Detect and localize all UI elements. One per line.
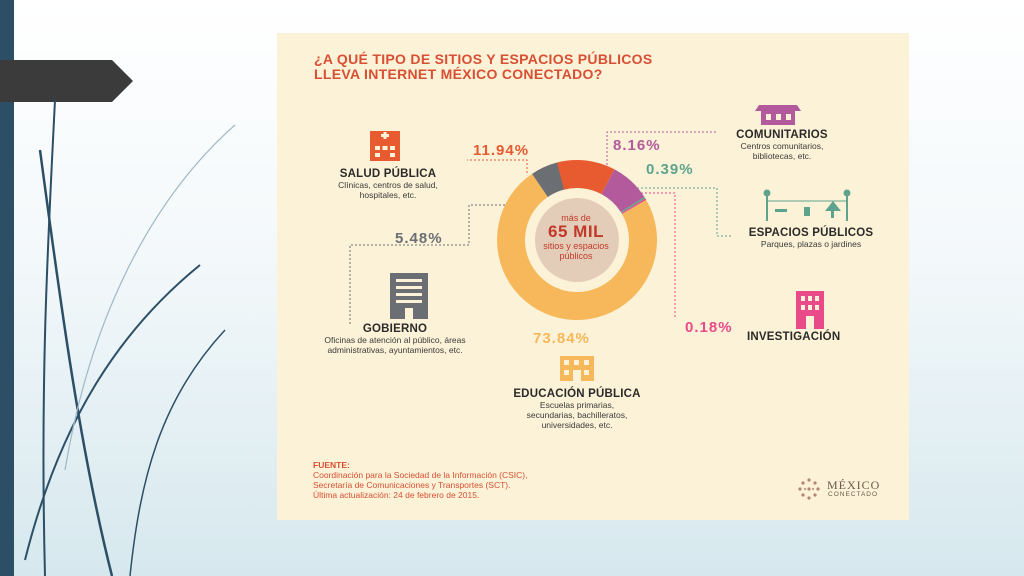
category-gobierno-desc-1: Oficinas de atención al público, áreas: [324, 335, 466, 345]
category-espacios: ESPACIOS PÚBLICOS Parques, plazas o jard…: [731, 227, 891, 249]
logo-line-1: MÉXICO: [827, 478, 881, 492]
source-header: FUENTE:: [313, 460, 350, 470]
category-gobierno-name: GOBIERNO: [362, 323, 428, 335]
category-educacion-desc-1: Escuelas primarias,: [539, 400, 615, 410]
title-line-2: LLEVA INTERNET MÉXICO CONECTADO?: [314, 66, 603, 82]
category-educacion-desc-3: universidades, etc.: [541, 420, 613, 430]
center-disc: [535, 198, 619, 282]
source-line-3: Última actualización: 24 de febrero de 2…: [313, 490, 480, 500]
category-investigacion-name: INVESTIGACIÓN: [747, 331, 841, 343]
logo-dots-icon: [798, 478, 820, 500]
center-count: 65 MIL: [548, 222, 604, 241]
category-salud-name: SALUD PÚBLICA: [339, 168, 437, 180]
center-line-1: más de: [561, 213, 591, 223]
category-comunitarios: COMUNITARIOS Centros comunitarios, bibli…: [707, 129, 857, 161]
category-comunitarios-desc-2: bibliotecas, etc.: [752, 151, 812, 161]
category-educacion: EDUCACIÓN PÚBLICA Escuelas primarias, se…: [487, 388, 667, 430]
connector-espacios: [629, 187, 732, 237]
donut-chart: [497, 160, 657, 320]
category-investigacion: INVESTIGACIÓN: [747, 331, 871, 343]
slide-arrow-tab: [0, 60, 133, 102]
donut-slice-espacios-p-blicos: [620, 196, 646, 214]
donut-slice-investigaci-n: [621, 198, 647, 214]
infographic-title: ¿A QUÉ TIPO DE SITIOS Y ESPACIOS PÚBLICO…: [314, 52, 734, 82]
category-salud: SALUD PÚBLICA Clínicas, centros de salud…: [303, 168, 473, 200]
slide-left-bar: [0, 0, 14, 576]
school-icon: [560, 356, 594, 381]
center-line-4: públicos: [559, 251, 593, 261]
connector-gobierno: [349, 204, 513, 326]
logo-line-2: CONECTADO: [828, 491, 879, 498]
connector-investigacion: [629, 192, 676, 318]
donut-slice-comunitarios: [601, 169, 645, 212]
pct-investigacion: 0.18%: [685, 319, 733, 336]
research-building-icon: [796, 291, 824, 329]
category-educacion-desc-2: secundarias, bachilleratos,: [526, 410, 628, 420]
hospital-icon: [370, 131, 400, 161]
connector-salud: [467, 159, 528, 173]
category-salud-desc-2: hospitales, etc.: [359, 190, 417, 200]
category-comunitarios-desc-1: Centros comunitarios,: [740, 141, 824, 151]
center-line-3: sitios y espacios: [543, 241, 609, 251]
category-gobierno: GOBIERNO Oficinas de atención al público…: [295, 323, 495, 355]
donut-slice-gobierno: [532, 162, 565, 197]
donut-slice-salud-p-blica: [556, 160, 615, 195]
source-note: FUENTE: Coordinación para la Sociedad de…: [313, 460, 528, 500]
decorative-curves: [24, 99, 236, 576]
pct-salud: 11.94%: [473, 142, 530, 159]
category-espacios-desc-1: Parques, plazas o jardines: [760, 239, 862, 249]
donut-center-label: más de 65 MIL sitios y espacios públicos: [531, 213, 621, 261]
category-comunitarios-name: COMUNITARIOS: [736, 129, 828, 141]
pct-educacion: 73.84%: [533, 330, 590, 347]
category-educacion-name: EDUCACIÓN PÚBLICA: [513, 388, 641, 400]
infographic: ¿A QUÉ TIPO DE SITIOS Y ESPACIOS PÚBLICO…: [277, 33, 909, 520]
category-espacios-name: ESPACIOS PÚBLICOS: [748, 227, 874, 239]
park-icon: [763, 189, 851, 221]
infographic-graphics: [349, 105, 851, 381]
donut-slice-educaci-n-p-blica: [497, 173, 657, 320]
pct-espacios: 0.39%: [646, 161, 694, 178]
category-gobierno-desc-2: administrativas, ayuntamientos, etc.: [327, 345, 463, 355]
title-line-1: ¿A QUÉ TIPO DE SITIOS Y ESPACIOS PÚBLICO…: [314, 51, 653, 67]
community-building-icon: [755, 105, 801, 125]
source-line-1: Coordinación para la Sociedad de la Info…: [313, 470, 528, 480]
government-building-icon: [390, 273, 428, 319]
source-line-2: Secretaría de Comunicaciones y Transport…: [313, 480, 511, 490]
pct-comunitarios: 8.16%: [613, 137, 661, 154]
mexico-conectado-logo: MÉXICO CONECTADO: [795, 475, 895, 503]
category-salud-desc-1: Clínicas, centros de salud,: [338, 180, 438, 190]
connector-comunitarios: [606, 131, 717, 173]
pct-gobierno: 5.48%: [395, 230, 443, 247]
